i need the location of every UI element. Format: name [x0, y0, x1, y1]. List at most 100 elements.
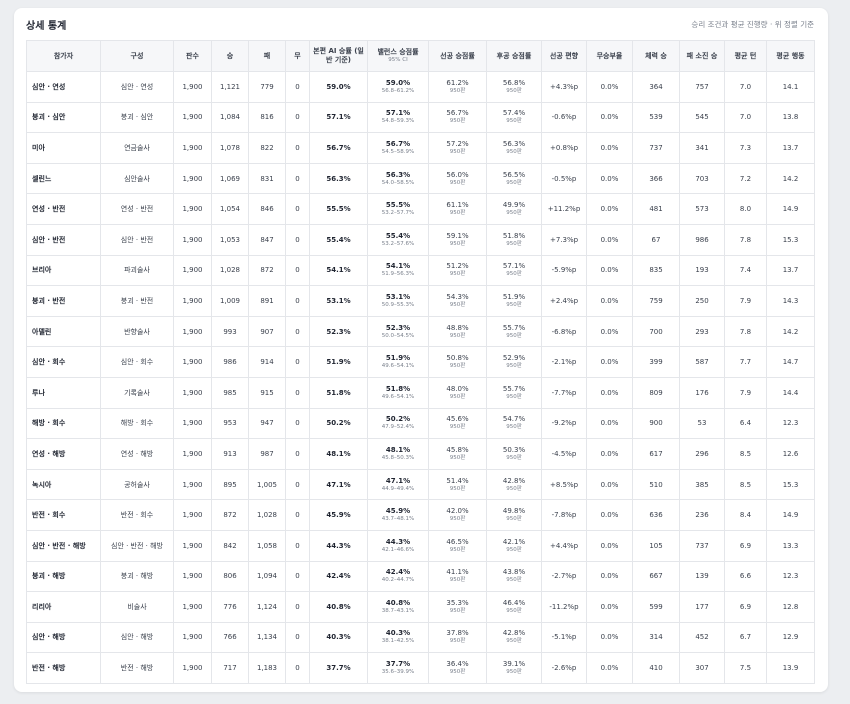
cell-main: 47.1% — [385, 476, 411, 485]
table-cell: 0 — [285, 315, 310, 348]
cell-main: 51.8% — [502, 231, 526, 240]
table-cell: 0 — [285, 132, 310, 164]
table-cell: +4.3%p — [541, 71, 587, 103]
cell-sub: 950판 — [449, 607, 466, 614]
table-cell: 1,900 — [173, 621, 212, 654]
table-cell: 심안 · 회수 — [100, 346, 174, 378]
table-cell: 6.7 — [724, 621, 767, 654]
table-cell: 539 — [632, 101, 680, 134]
cell-sub: 950판 — [449, 148, 466, 155]
cell-sub: 950판 — [449, 332, 466, 339]
table-cell: 43.8% 950판 — [486, 560, 542, 593]
table-cell: 0.0% — [586, 254, 633, 287]
table-cell: 51.2% 950판 — [428, 254, 487, 287]
cell-sub: 950판 — [506, 669, 522, 676]
table-cell: 46.4% 950판 — [486, 591, 542, 623]
cell-main: 49.9% — [502, 201, 526, 210]
table-cell: 55.7% 950판 — [486, 315, 542, 348]
cell-main: 48.8% — [446, 323, 469, 332]
table-cell: 816 — [248, 101, 286, 134]
cell-main: 56.3% — [385, 170, 411, 179]
table-cell: 545 — [679, 101, 725, 134]
cell-main: 54.7% — [502, 415, 526, 424]
cell-sub: 950판 — [506, 485, 522, 492]
table-row: 미아 연금술사 1,900 1,078 822 0 56.7% 56.7% 54.5–58.9%… — [26, 132, 815, 164]
cell-sub: 49.6–54.1% — [381, 393, 415, 400]
table-cell: 54.1% 51.9–56.3% — [367, 254, 429, 287]
card-title: 상세 통계 — [26, 21, 67, 32]
cell-sub: 950판 — [506, 332, 522, 339]
cell-main: 54.3% — [446, 292, 469, 301]
table-cell: 49.9% 950판 — [486, 193, 542, 225]
cell-main: 61.2% — [446, 78, 469, 87]
table-cell: 42.0% 950판 — [428, 499, 487, 531]
cell-sub: 950판 — [506, 301, 522, 308]
table-cell: 1,028 — [248, 499, 286, 531]
table-cell: 47.1% 44.9–49.4% — [367, 468, 429, 501]
table-cell: 51.8% 950판 — [486, 223, 542, 256]
table-cell: 37.8% 950판 — [428, 621, 487, 654]
table-cell: -0.5%p — [541, 162, 587, 195]
table-cell: 7.0 — [724, 101, 767, 134]
table-cell: 1,900 — [173, 285, 212, 317]
column-header: 평균 행동 — [766, 40, 815, 72]
cell-sub: 950판 — [506, 546, 522, 553]
table-cell: 0 — [285, 560, 310, 593]
table-cell: 리리아 — [26, 591, 101, 623]
stats-table: 참가자 구성 판수 승 패 무 본편 AI 승률 (일반 기준) 밸런스 승점률 95% CI 선… — [26, 40, 815, 684]
table-cell: 61.1% 950판 — [428, 193, 487, 225]
table-row: 연성 · 해방 연성 · 해방 1,900 913 987 0 48.1% 48.1% 45.8… — [26, 438, 815, 470]
table-cell: 737 — [679, 529, 725, 562]
table-cell: 42.1% 950판 — [486, 529, 542, 562]
table-cell: 0 — [285, 223, 310, 256]
table-cell: 573 — [679, 193, 725, 225]
cell-sub: 950판 — [449, 87, 466, 94]
table-cell: 385 — [679, 468, 725, 501]
table-cell: 737 — [632, 132, 680, 164]
table-cell: 51.9% 950판 — [486, 285, 542, 317]
table-cell: 붕괴 · 반전 — [100, 285, 174, 317]
cell-main: 56.3% — [502, 139, 526, 148]
table-cell: 806 — [211, 560, 249, 593]
table-cell: 반전 · 해방 — [26, 652, 101, 684]
table-row: 연성 · 반전 연성 · 반전 1,900 1,054 846 0 55.5% 55.5% 53… — [26, 193, 815, 225]
table-cell: 심안 · 회수 — [26, 346, 101, 378]
cell-main: 56.8% — [502, 78, 526, 87]
table-cell: 36.4% 950판 — [428, 652, 487, 684]
table-cell: 56.7% 54.5–58.9% — [367, 132, 429, 164]
cell-sub: 56.8–61.2% — [381, 87, 415, 94]
table-cell: 314 — [632, 621, 680, 654]
table-body: 심안 · 연성 심안 · 연성 1,900 1,121 779 0 59.0% 59.0% 56… — [26, 71, 815, 684]
table-cell: 51.4% 950판 — [428, 468, 487, 501]
table-cell: 56.8% 950판 — [486, 71, 542, 103]
cell-main: 44.3% — [385, 537, 411, 546]
table-cell: 1,069 — [211, 162, 249, 195]
table-cell: 50.3% 950판 — [486, 438, 542, 470]
table-cell: 139 — [679, 560, 725, 593]
table-cell: 293 — [679, 315, 725, 348]
cell-main: 48.0% — [446, 384, 469, 393]
cell-main: 45.8% — [446, 445, 469, 454]
table-cell: -5.9%p — [541, 254, 587, 287]
table-cell: 연금술사 — [100, 132, 174, 164]
cell-sub: 950판 — [506, 607, 522, 614]
cell-main: 52.3% — [385, 323, 411, 332]
table-cell: 847 — [248, 223, 286, 256]
table-cell: 45.9% 43.7–48.1% — [367, 499, 429, 531]
table-row: 심안 · 회수 심안 · 회수 1,900 986 914 0 51.9% 51.9% 49.6… — [26, 346, 815, 378]
table-cell: 셀린느 — [26, 162, 101, 195]
table-cell: 50.2% — [309, 407, 368, 440]
table-cell: 776 — [211, 591, 249, 623]
table-cell: 891 — [248, 285, 286, 317]
table-cell: 907 — [248, 315, 286, 348]
table-cell: 8.5 — [724, 468, 767, 501]
table-cell: 6.9 — [724, 591, 767, 623]
table-cell: 56.3% 950판 — [486, 132, 542, 164]
table-cell: 0.0% — [586, 315, 633, 348]
cell-main: 42.8% — [502, 629, 526, 638]
table-cell: 987 — [248, 438, 286, 470]
cell-sub: 54.0–58.5% — [381, 179, 415, 186]
column-header: 후공 승점률 — [486, 40, 542, 72]
table-cell: 0 — [285, 652, 310, 684]
table-cell: 심안 · 반전 — [100, 223, 174, 256]
